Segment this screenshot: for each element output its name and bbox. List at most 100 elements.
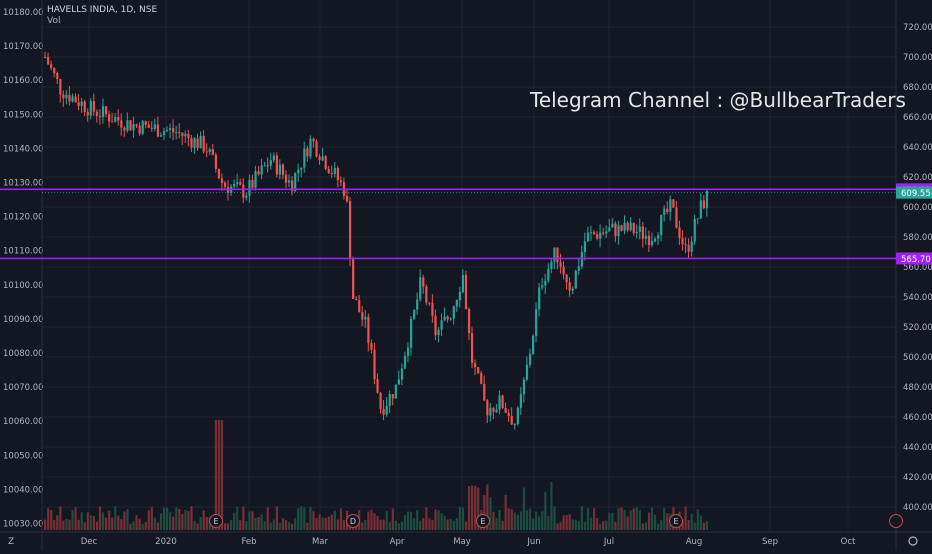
volume-bar [230, 519, 233, 530]
volume-bar [501, 520, 504, 530]
volume-bar [434, 509, 437, 530]
candle-body [211, 149, 214, 155]
candle-body [681, 238, 684, 245]
event-marker-icon[interactable] [889, 514, 903, 528]
volume-bar [400, 521, 404, 530]
right-axis-tick: 400.00 [903, 503, 932, 513]
event-marker-icon[interactable] [669, 514, 683, 528]
candle-body [260, 165, 263, 175]
candle-body [162, 131, 166, 136]
candle-body [626, 222, 629, 231]
candle-body [705, 190, 709, 209]
candle-body [117, 117, 120, 121]
volume-bar [443, 515, 446, 530]
volume-bar [635, 507, 638, 530]
volume-bar [300, 506, 303, 530]
candle-body [223, 182, 227, 187]
candle-body [419, 277, 422, 300]
candle-body [492, 407, 495, 412]
right-axis-tick: 560.00 [903, 263, 932, 273]
gear-icon[interactable] [908, 536, 918, 546]
volume-bar [486, 484, 489, 530]
candle-body [498, 395, 501, 410]
volume-bar [513, 512, 516, 530]
candle-body [410, 318, 413, 348]
level-price-tag [896, 252, 932, 265]
candle-body [196, 138, 199, 149]
volume-bar [248, 511, 251, 530]
candle-body [562, 266, 565, 275]
candle-body [437, 329, 440, 336]
candle-body [159, 135, 163, 137]
event-marker-icon[interactable] [346, 514, 360, 528]
volume-bar [147, 510, 150, 530]
candle-body [416, 299, 419, 310]
candle-body [519, 394, 522, 408]
volume-bar [559, 522, 562, 530]
volume-bar [83, 522, 86, 530]
volume-bar [141, 523, 144, 530]
volume-bar [53, 519, 56, 530]
candle-body [80, 101, 83, 107]
volume-bar [394, 520, 397, 530]
volume-bar [583, 521, 587, 530]
event-marker-label: E [673, 517, 678, 526]
volume-bar [446, 519, 449, 530]
candle-body [471, 333, 474, 364]
candle-body [623, 222, 626, 231]
candle-body [263, 165, 266, 167]
candle-body [114, 117, 117, 122]
volume-bar [556, 523, 559, 530]
candle-body [379, 392, 382, 409]
volume-bar [312, 511, 315, 530]
candle-body [141, 121, 144, 134]
candle-body [702, 200, 705, 209]
candle-body [403, 355, 407, 369]
candle-body [251, 180, 254, 188]
volume-bar [199, 516, 202, 530]
right-axis-tick: 580.00 [903, 233, 932, 243]
candle-body [400, 368, 404, 380]
event-marker-icon[interactable] [476, 514, 490, 528]
candle-body [68, 94, 71, 102]
volume-bar [696, 509, 699, 530]
candle-body [175, 132, 178, 134]
candle-body [644, 235, 648, 239]
volume-bar [291, 523, 294, 530]
zoom-reset-icon[interactable]: Z [8, 537, 14, 547]
candle-body [291, 180, 294, 192]
candle-body [385, 405, 388, 415]
volume-bar [660, 520, 663, 530]
volume-bar [574, 520, 577, 530]
candle-body [312, 138, 315, 142]
volume-bar [80, 512, 83, 530]
volume-bar [657, 523, 660, 530]
volume-bar [324, 518, 327, 530]
candle-body [138, 125, 141, 134]
volume-bar [227, 523, 230, 530]
candle-body [599, 232, 602, 239]
volume-bar [467, 486, 471, 530]
right-axis-tick: 480.00 [903, 383, 932, 393]
candle-body [208, 149, 211, 152]
left-axis-tick: 10030.00 [3, 520, 44, 530]
volume-bar [159, 513, 163, 530]
volume-bar [638, 510, 641, 530]
volume-bar [614, 521, 617, 530]
right-axis-tick: 540.00 [903, 293, 932, 303]
event-marker-label: D [350, 517, 356, 526]
candle-body [355, 298, 358, 301]
candle-body [86, 111, 89, 116]
volume-bar [586, 508, 590, 530]
candle-body [339, 180, 343, 183]
volume-bar [126, 509, 129, 530]
candle-body [242, 184, 245, 198]
x-axis-tick: Feb [241, 537, 256, 547]
event-marker-icon[interactable] [209, 514, 223, 528]
candle-body [50, 64, 53, 68]
volume-bar [223, 523, 227, 530]
volume-bar [233, 512, 236, 530]
volume-bar [315, 518, 318, 530]
